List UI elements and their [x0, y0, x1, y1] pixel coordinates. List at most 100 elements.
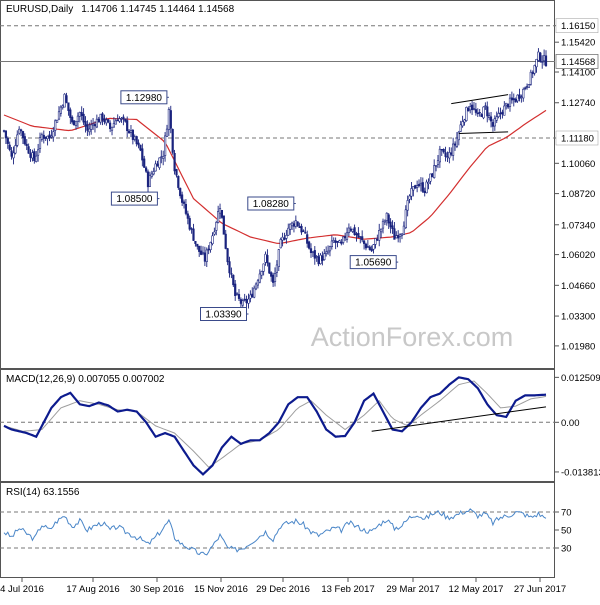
candle-body — [65, 95, 68, 103]
candle-body — [395, 235, 398, 239]
candle-body — [438, 148, 442, 163]
candle-body — [76, 115, 79, 122]
candle-body — [459, 124, 462, 132]
candle-body — [139, 144, 142, 151]
candle-body — [201, 252, 205, 254]
candle-body — [287, 227, 290, 236]
ma-line — [3, 109, 547, 245]
candle-body — [419, 183, 423, 186]
candle-body — [289, 223, 292, 230]
candle-body — [4, 130, 7, 139]
candle-body — [381, 220, 385, 229]
price-y-tick-label: 1.15420 — [561, 38, 595, 49]
pattern-upper-line — [451, 94, 509, 105]
x-tick-label: 17 Aug 2016 — [66, 584, 119, 595]
candle-body — [38, 137, 42, 149]
annotation-label: 1.05690 — [355, 258, 392, 269]
candle-body — [353, 227, 356, 235]
candle-body — [465, 107, 468, 121]
candle-body — [230, 273, 233, 275]
x-axis: 4 Jul 2016 17 Aug 2016 30 Sep 2016 15 Nov 2… — [0, 578, 566, 595]
candle-body — [425, 181, 428, 194]
candle-body — [141, 148, 144, 161]
candle-body — [241, 300, 244, 306]
price-y-tick-label: 1.07340 — [561, 220, 595, 231]
candle-body — [218, 208, 222, 214]
candle-body — [334, 240, 337, 243]
candle-body — [345, 232, 349, 240]
candle-body — [236, 293, 239, 295]
rsi-panel-title: RSI(14) 63.1556 — [6, 487, 80, 498]
price-y-tick-label: 1.11180 — [561, 134, 594, 145]
candle-body — [355, 233, 358, 236]
candle-body — [349, 228, 352, 231]
candle-body — [448, 152, 451, 159]
candle-body — [499, 112, 502, 115]
candle-body — [476, 112, 479, 115]
rsi-lines — [0, 508, 555, 556]
candle-body — [133, 136, 136, 140]
candle-body — [315, 255, 318, 258]
price-y-tick-label: 1.01980 — [561, 341, 595, 352]
price-y-tick-label: 1.06020 — [561, 250, 595, 261]
candle-body — [169, 110, 172, 129]
candle-body — [194, 241, 197, 244]
candle-body — [357, 233, 360, 238]
candle-body — [215, 222, 218, 231]
candle-body — [92, 123, 95, 126]
candle-body — [260, 271, 263, 276]
candle-body — [342, 236, 345, 243]
candle-body — [6, 138, 9, 144]
candlestick-series — [2, 48, 548, 310]
x-tick-label: 30 Sep 2016 — [130, 584, 184, 595]
candle-body — [330, 240, 334, 247]
candle-body — [383, 220, 387, 223]
pattern-lower-line — [458, 131, 509, 134]
candle-body — [50, 135, 53, 138]
price-annotations: 1.12980 1.08500 1.08280 1.03390 1.05690 — [110, 90, 509, 321]
candle-body — [93, 124, 97, 127]
candle-body — [171, 129, 174, 153]
candle-body — [249, 294, 252, 299]
candle-body — [184, 204, 188, 214]
candle-body — [86, 124, 89, 131]
candle-body — [385, 212, 388, 221]
candle-body — [472, 108, 476, 110]
macd-lines — [0, 376, 555, 476]
candle-body — [283, 237, 286, 240]
annotation-label: 1.03390 — [205, 310, 242, 321]
macd-panel-title: MACD(12,26,9) 0.007055 0.007002 — [6, 374, 165, 385]
candle-body — [336, 241, 339, 243]
candle-body — [361, 236, 364, 241]
candle-body — [366, 246, 370, 248]
candle-body — [205, 249, 208, 262]
candle-body — [69, 109, 72, 118]
candle-body — [90, 124, 93, 130]
candle-body — [444, 152, 447, 157]
candle-body — [270, 272, 273, 277]
candle-body — [524, 87, 527, 89]
candle-body — [387, 214, 390, 224]
candle-body — [239, 299, 243, 304]
candle-body — [59, 106, 62, 114]
candle-body — [63, 93, 66, 108]
candle-body — [516, 94, 519, 102]
candle-body — [495, 116, 498, 121]
candle-body — [196, 243, 199, 247]
candle-body — [145, 167, 148, 172]
candle-body — [55, 119, 59, 123]
candle-body — [126, 120, 129, 131]
x-tick-label: 12 May 2017 — [449, 584, 504, 595]
candle-body — [44, 136, 47, 139]
candle-body — [146, 171, 150, 188]
candle-body — [129, 130, 133, 133]
candle-body — [12, 152, 15, 159]
candle-body — [268, 262, 271, 274]
candle-body — [376, 239, 379, 241]
candle-body — [35, 155, 38, 162]
candle-body — [533, 65, 536, 74]
candle-body — [207, 248, 210, 251]
candle-body — [433, 165, 436, 178]
candle-body — [351, 228, 354, 232]
candle-body — [529, 71, 532, 85]
